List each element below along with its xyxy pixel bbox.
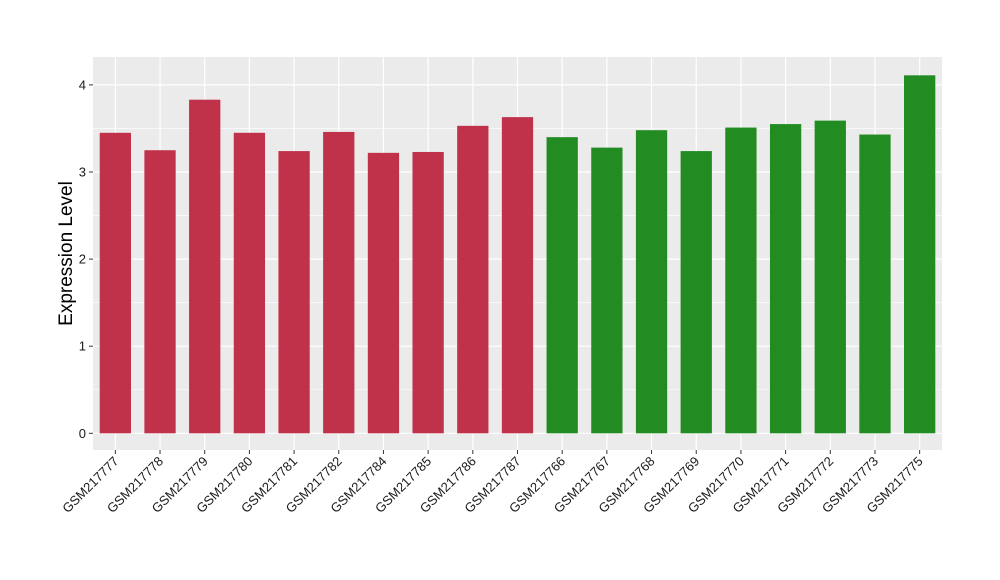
bar-GSM217769 — [680, 151, 712, 434]
bar-GSM217777 — [99, 132, 131, 434]
bar-GSM217778 — [144, 150, 176, 434]
y-axis-label: Expression Level — [56, 181, 77, 326]
bar-GSM217772 — [814, 120, 846, 434]
bar-GSM217785 — [412, 151, 444, 434]
bar-GSM217781 — [278, 151, 310, 434]
y-tick-label: 2 — [79, 252, 86, 267]
bar-GSM217780 — [233, 132, 266, 434]
y-tick-label: 0 — [79, 426, 86, 441]
bar-GSM217773 — [859, 134, 891, 434]
bar-GSM217767 — [591, 147, 623, 434]
bar-GSM217787 — [501, 117, 534, 434]
bar-GSM217771 — [769, 124, 802, 434]
bar-GSM217766 — [546, 137, 578, 434]
bar-GSM217770 — [725, 127, 757, 434]
y-tick-label: 4 — [79, 77, 86, 92]
bar-GSM217779 — [189, 99, 221, 434]
bar-GSM217784 — [367, 152, 400, 434]
y-tick-label: 1 — [79, 339, 86, 354]
bar-GSM217775 — [904, 75, 936, 434]
y-tick-label: 3 — [79, 165, 86, 180]
bar-GSM217786 — [457, 125, 489, 434]
bar-GSM217768 — [635, 130, 668, 434]
bar-GSM217782 — [323, 131, 355, 434]
